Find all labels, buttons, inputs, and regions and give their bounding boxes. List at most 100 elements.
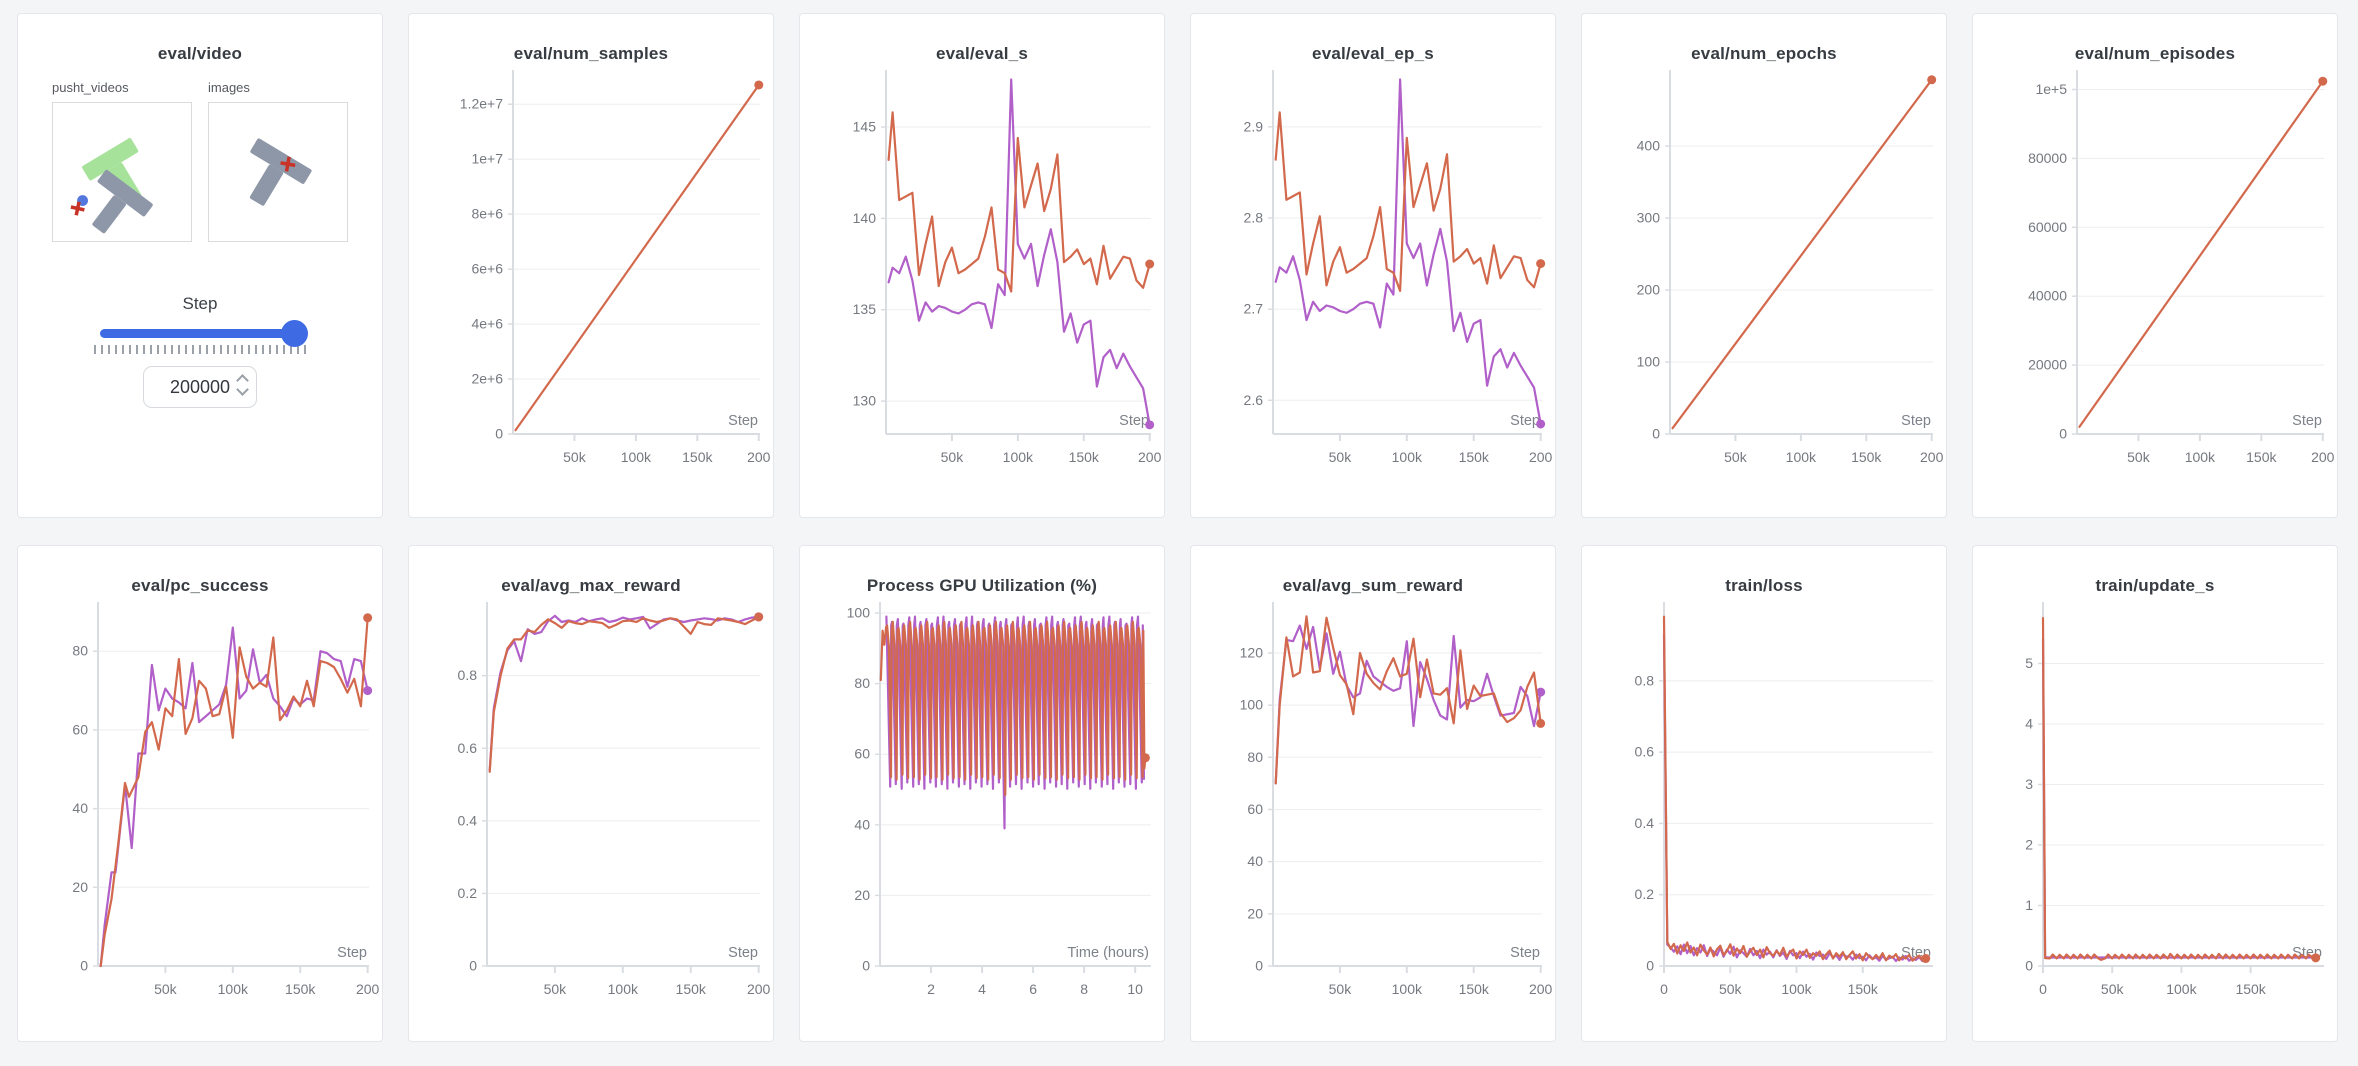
- svg-text:Time (hours): Time (hours): [1067, 945, 1149, 961]
- svg-text:20: 20: [72, 879, 88, 895]
- media-label: images: [208, 80, 250, 95]
- svg-text:150k: 150k: [1459, 981, 1490, 997]
- chart-panel-eval-ep-s: eval/eval_ep_s 2.6 2.7 2.8 2.9 50k 100k 150k 20…: [1190, 13, 1556, 518]
- svg-text:100k: 100k: [2166, 981, 2197, 997]
- chart-panel-num-episodes: eval/num_episodes 0 20000 40000 60000 80000 1…: [1972, 13, 2338, 518]
- svg-text:0: 0: [495, 426, 503, 442]
- svg-text:200: 200: [1529, 449, 1553, 465]
- svg-text:200: 200: [356, 981, 380, 997]
- svg-text:80: 80: [1247, 749, 1263, 765]
- pc-success-chart[interactable]: 0 20 40 60 80 50k 100k 150k 200 Step: [18, 598, 383, 1018]
- svg-text:0.6: 0.6: [1635, 744, 1655, 760]
- slider-tick-ruler: [94, 345, 306, 354]
- avg-max-reward-chart[interactable]: 0 0.2 0.4 0.6 0.8 50k 100k 150k 200 Step: [409, 598, 774, 1018]
- svg-text:200: 200: [747, 449, 771, 465]
- svg-text:8: 8: [1080, 981, 1088, 997]
- svg-text:3: 3: [2025, 776, 2033, 792]
- svg-text:1: 1: [2025, 897, 2033, 913]
- svg-text:150k: 150k: [676, 981, 707, 997]
- svg-text:100k: 100k: [2185, 449, 2216, 465]
- chart-title: eval/num_episodes: [2074, 44, 2236, 63]
- svg-text:0.8: 0.8: [1635, 672, 1655, 688]
- step-value-input-box[interactable]: [143, 366, 257, 408]
- chart-panel-avg-sum-reward: eval/avg_sum_reward 0 20 40 60 80 100 120 50k 10…: [1190, 545, 1556, 1042]
- goal-cross-icon: [280, 156, 296, 172]
- svg-text:4: 4: [2025, 715, 2033, 731]
- chart-title: train/loss: [1725, 576, 1803, 595]
- svg-text:0.4: 0.4: [458, 812, 478, 828]
- media-col-pusht-videos: pusht_videos: [52, 80, 192, 242]
- media-label: pusht_videos: [52, 80, 129, 95]
- svg-text:150k: 150k: [2246, 449, 2277, 465]
- svg-text:200: 200: [2311, 449, 2335, 465]
- panel-title: eval/video: [157, 44, 243, 63]
- svg-text:100k: 100k: [608, 981, 639, 997]
- svg-text:100k: 100k: [218, 981, 249, 997]
- svg-text:2.7: 2.7: [1244, 301, 1264, 317]
- media-col-images: images: [208, 80, 348, 242]
- svg-text:2e+6: 2e+6: [471, 371, 503, 387]
- gpu-utilization-chart[interactable]: 0 20 40 60 80 100 2 4 6 8 10 Time (hours): [800, 598, 1165, 1018]
- svg-text:150k: 150k: [2235, 981, 2266, 997]
- images-thumbnail[interactable]: [208, 102, 348, 242]
- svg-text:0: 0: [1255, 958, 1263, 974]
- svg-text:1.2e+7: 1.2e+7: [460, 96, 503, 112]
- chart-panel-gpu-utilization: Process GPU Utilization (%) 0 20 40 60 80 100…: [799, 545, 1165, 1042]
- svg-text:20: 20: [1247, 905, 1263, 921]
- svg-text:80000: 80000: [2028, 150, 2067, 166]
- avg-sum-reward-chart[interactable]: 0 20 40 60 80 100 120 50k 100k 150k 200 Step: [1191, 598, 1556, 1018]
- svg-text:2: 2: [2025, 836, 2033, 852]
- svg-text:150k: 150k: [1848, 981, 1879, 997]
- svg-text:100: 100: [847, 605, 871, 621]
- step-slider[interactable]: [100, 320, 308, 347]
- step-value-input[interactable]: [161, 376, 239, 398]
- svg-text:0: 0: [1660, 981, 1668, 997]
- chart-title: train/update_s: [2095, 576, 2215, 595]
- pusht-video-thumbnail[interactable]: [52, 102, 192, 242]
- svg-text:100k: 100k: [1392, 449, 1423, 465]
- svg-text:150k: 150k: [1459, 449, 1490, 465]
- media-row: pusht_videos images: [18, 80, 382, 242]
- svg-text:100k: 100k: [1786, 449, 1817, 465]
- svg-text:Step: Step: [1119, 413, 1149, 429]
- eval-s-chart[interactable]: 130 135 140 145 50k 100k 150k 200 Step: [800, 66, 1165, 486]
- step-down-icon[interactable]: [236, 383, 249, 396]
- svg-text:140: 140: [853, 210, 877, 226]
- num-samples-chart[interactable]: 0 2e+6 4e+6 6e+6 8e+6 1e+7 1.2e+7 50k 100k 150k 20…: [409, 66, 774, 486]
- svg-text:0.2: 0.2: [1635, 886, 1655, 902]
- svg-text:0: 0: [2039, 981, 2047, 997]
- svg-text:100k: 100k: [1003, 449, 1034, 465]
- chart-title: eval/pc_success: [131, 576, 269, 595]
- svg-text:2.6: 2.6: [1244, 392, 1264, 408]
- svg-text:200: 200: [747, 981, 771, 997]
- svg-text:Step: Step: [728, 945, 758, 961]
- pusht-image: [249, 138, 312, 206]
- svg-text:60: 60: [1247, 801, 1263, 817]
- svg-text:300: 300: [1637, 210, 1661, 226]
- chart-panel-num-epochs: eval/num_epochs 0 100 200 300 400 50k 100k 150k…: [1581, 13, 1947, 518]
- svg-text:50k: 50k: [1719, 981, 1743, 997]
- eval-ep-s-chart[interactable]: 2.6 2.7 2.8 2.9 50k 100k 150k 200 Step: [1191, 66, 1556, 486]
- chart-panel-train-loss: train/loss 0 0.2 0.4 0.6 0.8 0 50k 100k 150k Step: [1581, 545, 1947, 1042]
- chart-title: eval/eval_ep_s: [1312, 44, 1434, 63]
- svg-text:50k: 50k: [544, 981, 568, 997]
- video-panel: eval/video pusht_videos images: [17, 13, 383, 518]
- svg-text:20: 20: [854, 887, 870, 903]
- svg-text:0: 0: [1652, 426, 1660, 442]
- chart-title: eval/avg_max_reward: [501, 576, 681, 595]
- svg-text:Step: Step: [1510, 413, 1540, 429]
- num-epochs-chart[interactable]: 0 100 200 300 400 50k 100k 150k 200 Step: [1582, 66, 1947, 486]
- chart-panel-pc-success: eval/pc_success 0 20 40 60 80 50k 100k 150k 200 S…: [17, 545, 383, 1042]
- svg-text:150k: 150k: [1851, 449, 1882, 465]
- stepper-buttons[interactable]: [236, 374, 249, 396]
- num-episodes-chart[interactable]: 0 20000 40000 60000 80000 1e+5 50k 100k 150k 200 S…: [1973, 66, 2338, 486]
- slider-track[interactable]: [100, 329, 300, 338]
- svg-text:130: 130: [853, 393, 877, 409]
- svg-text:5: 5: [2025, 655, 2033, 671]
- svg-text:50k: 50k: [1329, 449, 1353, 465]
- svg-text:145: 145: [853, 118, 877, 134]
- slider-thumb[interactable]: [281, 320, 308, 347]
- svg-text:50k: 50k: [1724, 449, 1748, 465]
